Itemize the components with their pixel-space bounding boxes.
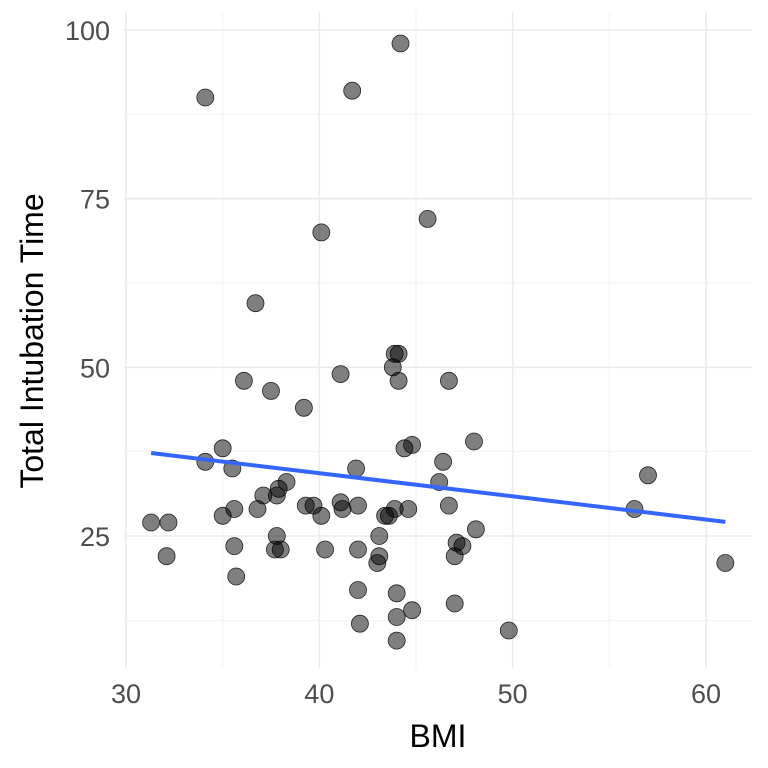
data-point	[331, 365, 350, 384]
data-point	[387, 584, 406, 603]
data-point	[391, 34, 410, 53]
data-point	[316, 540, 335, 559]
data-point	[466, 520, 485, 539]
y-tick-label: 25	[80, 522, 110, 552]
data-points	[142, 34, 735, 650]
data-point	[399, 500, 418, 518]
data-point	[499, 621, 518, 640]
y-tick-label: 75	[80, 185, 110, 215]
data-point	[370, 527, 389, 545]
x-tick-label: 40	[304, 679, 334, 709]
x-tick-label: 30	[111, 679, 141, 709]
data-point	[246, 294, 265, 313]
data-point	[267, 486, 286, 505]
data-point	[349, 581, 367, 599]
data-point	[387, 631, 406, 650]
data-point	[157, 547, 176, 566]
data-point	[349, 496, 367, 515]
data-point	[379, 506, 398, 525]
data-point	[343, 81, 362, 100]
data-point	[368, 554, 387, 572]
data-point	[248, 500, 267, 518]
x-axis-title: BMI	[410, 718, 467, 754]
data-point	[142, 513, 161, 532]
data-point	[234, 371, 253, 390]
data-point	[403, 601, 422, 620]
y-tick-label: 50	[80, 353, 110, 383]
data-point	[439, 496, 458, 515]
data-point	[434, 452, 453, 471]
data-point	[196, 88, 215, 107]
x-tick-label: 60	[691, 679, 721, 709]
data-point	[389, 371, 408, 390]
y-tick-label: 100	[65, 16, 110, 46]
data-point	[639, 466, 657, 485]
data-point	[349, 540, 367, 559]
data-point	[445, 547, 464, 566]
data-point	[159, 513, 178, 532]
y-axis-title: Total Intubation Time	[14, 193, 50, 488]
trend-line	[150, 451, 726, 524]
grid	[124, 12, 752, 668]
data-point	[439, 371, 458, 390]
data-point	[213, 506, 232, 525]
data-point	[418, 209, 437, 228]
data-point	[271, 540, 290, 559]
y-axis-ticks: 25 50 75 100	[65, 16, 110, 552]
data-point	[262, 381, 280, 400]
data-point	[387, 608, 406, 626]
x-tick-label: 50	[498, 679, 528, 709]
data-point	[312, 506, 331, 525]
data-point	[347, 459, 366, 478]
data-point	[350, 614, 369, 633]
x-axis-ticks: 30 40 50 60	[111, 679, 721, 709]
data-point	[225, 537, 244, 555]
data-point	[312, 223, 331, 242]
data-point	[333, 500, 352, 518]
data-point	[294, 398, 313, 417]
data-point	[227, 567, 246, 586]
data-point	[465, 432, 483, 451]
data-point	[395, 439, 414, 458]
data-point	[716, 554, 735, 572]
data-point	[445, 594, 464, 613]
trend-line-group	[150, 451, 726, 524]
data-point	[213, 439, 232, 458]
